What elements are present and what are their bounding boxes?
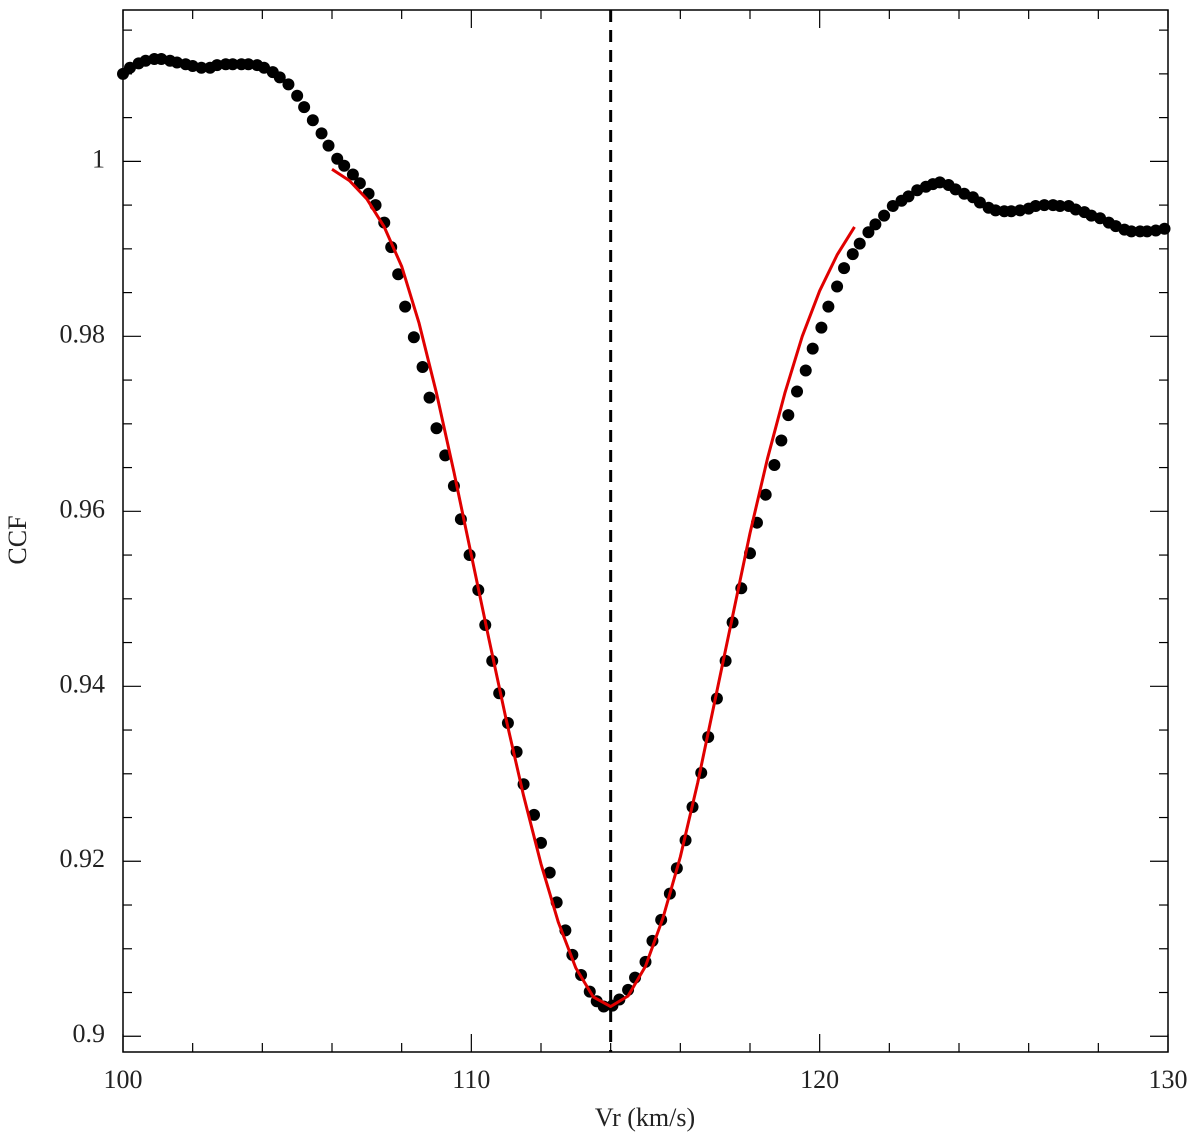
data-point: [782, 409, 795, 422]
data-point: [416, 360, 429, 373]
data-point: [886, 199, 899, 212]
x-tick-label: 110: [452, 1065, 490, 1094]
data-point: [535, 836, 547, 849]
y-axis-label: CCF: [3, 515, 32, 564]
x-tick-label: 100: [104, 1065, 143, 1094]
data-point: [338, 159, 351, 172]
data-point: [1029, 199, 1042, 212]
y-tick-label: 0.9: [73, 1019, 106, 1048]
data-point: [195, 61, 208, 74]
data-point: [1054, 199, 1067, 212]
data-point: [759, 488, 772, 501]
data-point: [298, 101, 311, 114]
data-point: [973, 196, 986, 209]
data-point: [846, 248, 859, 261]
y-tick-label: 1: [92, 144, 105, 173]
data-point: [226, 58, 239, 71]
y-tick-label: 0.94: [60, 669, 106, 698]
data-point: [322, 139, 335, 152]
plot-frame: [122, 9, 1169, 1053]
data-point: [815, 321, 828, 334]
data-point: [862, 226, 875, 239]
data-point: [806, 342, 819, 355]
data-point: [1038, 199, 1051, 212]
y-tick-label: 0.98: [60, 319, 106, 348]
x-tick-label: 130: [1149, 1065, 1188, 1094]
data-point: [392, 268, 405, 281]
x-axis-label: Vr (km/s): [595, 1103, 695, 1132]
data-point: [211, 59, 224, 72]
data-point: [282, 78, 295, 91]
data-point: [528, 808, 541, 821]
data-point: [543, 866, 556, 879]
data-point: [353, 177, 366, 190]
data-point: [775, 434, 788, 447]
data-point: [1158, 222, 1171, 235]
data-point: [407, 331, 420, 344]
data-point: [291, 89, 304, 102]
data-point: [346, 168, 359, 181]
data-point: [315, 127, 328, 140]
data-point: [831, 280, 844, 293]
data-point: [1125, 225, 1138, 238]
x-tick-label: 120: [800, 1065, 839, 1094]
y-tick-label: 0.92: [60, 844, 106, 873]
data-point: [878, 209, 891, 222]
data-point: [1141, 225, 1154, 238]
data-point: [799, 364, 812, 377]
fit-line: [331, 167, 856, 1009]
data-point: [902, 190, 915, 203]
data-point: [1005, 205, 1018, 218]
data-point: [791, 385, 804, 398]
data-point: [430, 422, 443, 435]
data-point: [822, 300, 835, 313]
y-tick-label: 0.96: [60, 494, 106, 523]
data-point: [399, 300, 412, 313]
data-point: [838, 262, 851, 275]
data-point: [989, 204, 1002, 217]
data-point: [853, 237, 866, 250]
data-point: [768, 458, 781, 471]
data-point: [242, 58, 255, 71]
data-point: [423, 391, 436, 404]
data-point: [273, 71, 286, 84]
data-point: [306, 114, 319, 127]
data-point: [869, 218, 882, 231]
